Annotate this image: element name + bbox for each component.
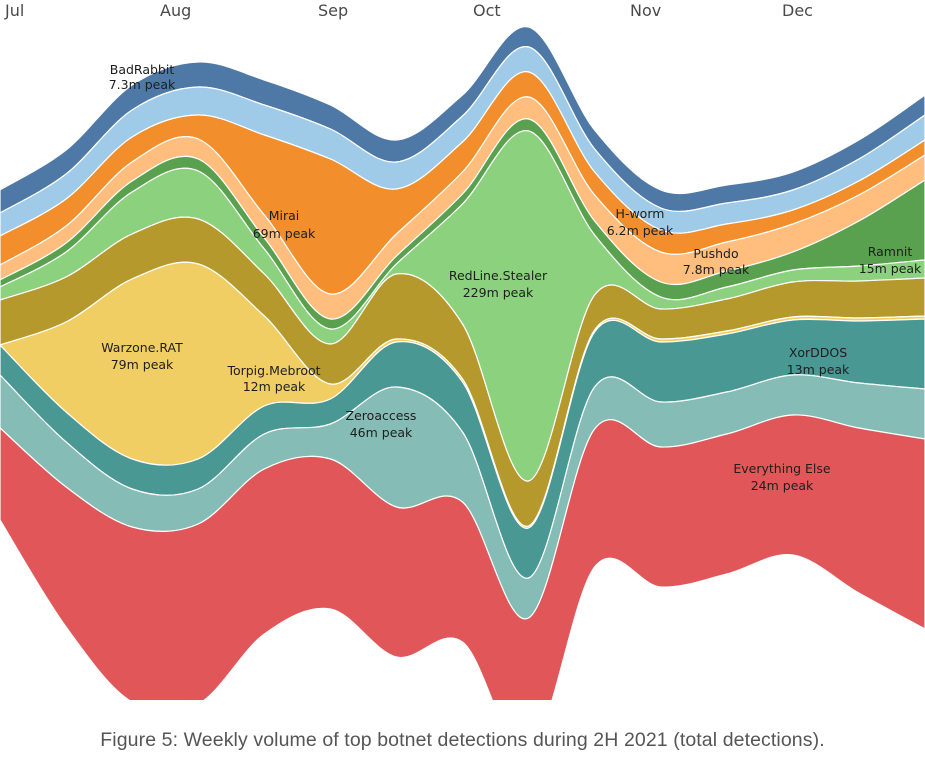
label-badrabbit: BadRabbit 7.3m peak xyxy=(109,62,176,92)
x-tick-oct: Oct xyxy=(473,1,501,20)
stream-bands xyxy=(0,26,925,700)
label-pushdo: Pushdo 7.8m peak xyxy=(683,246,750,277)
label-h-worm: H-worm 6.2m peak xyxy=(607,206,674,238)
inline-labels: BadRabbit 7.3m peak Mirai 69m peak Warzone… xyxy=(101,62,922,493)
label-warzone-rat: Warzone.RAT 79m peak xyxy=(101,340,183,372)
streamgraph-chart: Jul Aug Sep Oct Nov Dec BadRabbit 7.3m pe… xyxy=(0,1,925,700)
label-xorddos: XorDDOS 13m peak xyxy=(787,345,850,377)
label-zeroaccess: Zeroaccess 46m peak xyxy=(346,408,417,440)
label-mirai: Mirai 69m peak xyxy=(253,208,316,241)
label-ramnit: Ramnit 15m peak xyxy=(859,244,922,276)
label-everything-else: Everything Else 24m peak xyxy=(733,461,831,493)
x-tick-aug: Aug xyxy=(160,1,191,20)
x-tick-dec: Dec xyxy=(782,1,813,20)
stream-band-everything-else xyxy=(0,414,925,700)
x-axis-month-labels: Jul Aug Sep Oct Nov Dec xyxy=(4,1,813,20)
label-torpig-mebroot: Torpig.Mebroot 12m peak xyxy=(226,363,320,394)
x-tick-jul: Jul xyxy=(4,1,24,20)
figure-caption: Figure 5: Weekly volume of top botnet de… xyxy=(100,729,825,751)
x-tick-sep: Sep xyxy=(318,1,348,20)
x-tick-nov: Nov xyxy=(630,1,661,20)
label-redline-stealer: RedLine.Stealer 229m peak xyxy=(449,268,548,300)
